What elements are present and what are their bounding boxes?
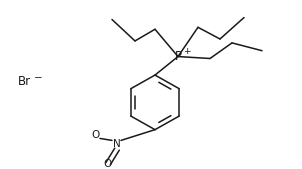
Text: +: + <box>183 47 191 56</box>
Text: O: O <box>92 130 100 140</box>
Text: P: P <box>175 50 182 63</box>
Text: Br: Br <box>18 75 31 88</box>
Text: N: N <box>113 139 121 149</box>
Text: O: O <box>104 159 112 169</box>
Text: −: − <box>34 73 43 83</box>
